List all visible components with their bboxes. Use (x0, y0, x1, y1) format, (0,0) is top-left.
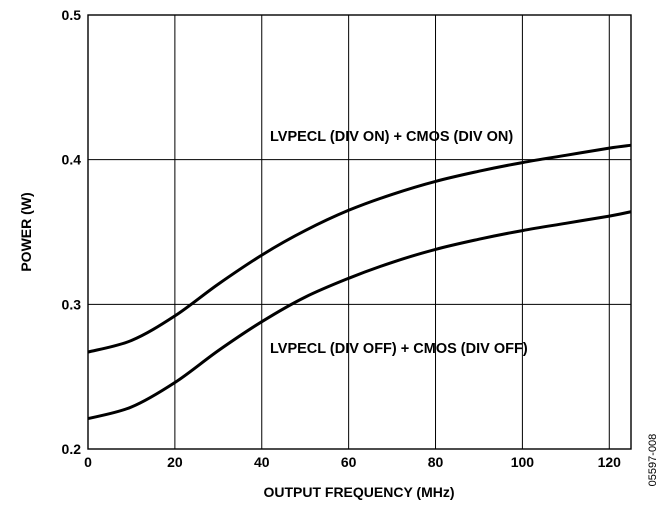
series-line-div-on (87, 143, 632, 354)
y-tick-label: 0.2 (62, 441, 82, 457)
x-tick-label: 60 (341, 454, 357, 470)
plot-frame (87, 14, 632, 450)
tick-labels: 0 20 40 60 80 100 120 0.2 0.3 0.4 0.5 (62, 7, 622, 470)
annotation-div-off: LVPECL (DIV OFF) + CMOS (DIV OFF) (270, 341, 528, 357)
y-axis-title: POWER (W) (18, 192, 34, 271)
series-curves (87, 143, 632, 421)
y-tick-label: 0.4 (62, 152, 82, 168)
grid-lines (88, 15, 631, 449)
figure-id: 05597-008 (647, 434, 659, 487)
x-tick-label: 40 (254, 454, 270, 470)
x-axis-title: OUTPUT FREQUENCY (MHz) (263, 484, 454, 500)
x-tick-label: 20 (167, 454, 183, 470)
y-tick-label: 0.5 (62, 7, 82, 23)
x-tick-label: 80 (428, 454, 444, 470)
x-tick-label: 100 (511, 454, 535, 470)
series-line-div-off (87, 210, 632, 421)
annotation-div-on: LVPECL (DIV ON) + CMOS (DIV ON) (270, 129, 513, 145)
x-tick-label: 0 (84, 454, 92, 470)
x-tick-label: 120 (598, 454, 622, 470)
y-tick-label: 0.3 (62, 296, 82, 312)
